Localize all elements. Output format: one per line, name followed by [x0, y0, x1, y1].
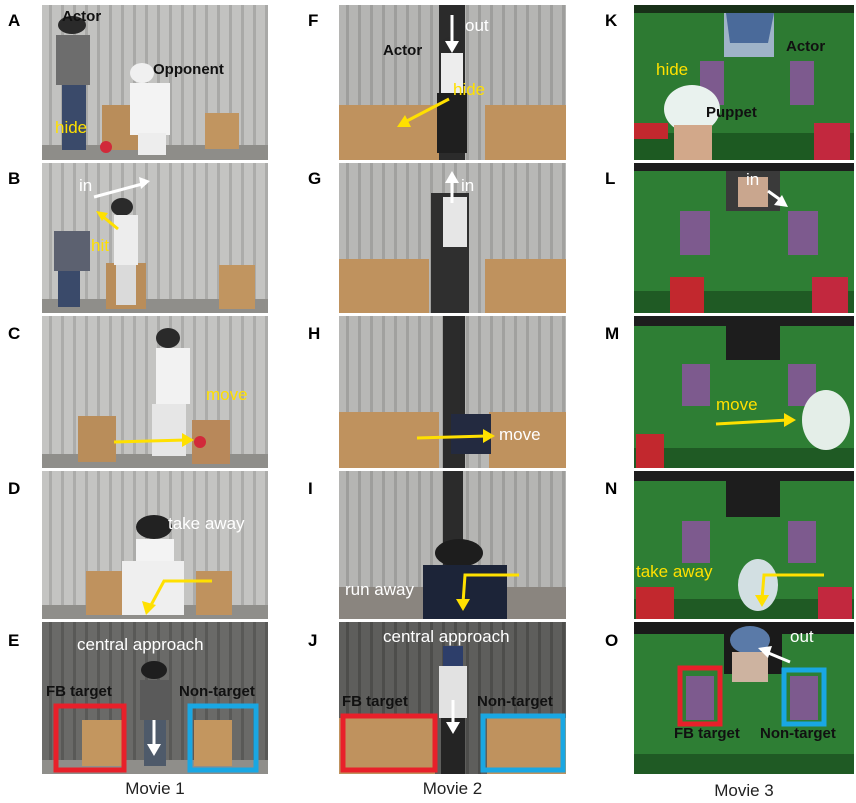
panel-i-scene [339, 471, 566, 619]
label-out: out [465, 16, 489, 35]
panel-e-photo: central approach FB target Non-target [42, 622, 268, 774]
panel-c-scene [42, 316, 268, 468]
panel-label-g: G [308, 169, 322, 188]
label-non-target-2: Non-target [477, 693, 553, 710]
label-fb-target-2: FB target [342, 693, 408, 710]
panel-label-o: O [605, 631, 619, 650]
label-in-2: in [461, 176, 475, 195]
label-hide-2: hide [453, 80, 486, 99]
panel-b-scene [42, 163, 268, 313]
panel-n-scene [634, 471, 854, 619]
panel-label-n: N [605, 479, 618, 498]
panel-n-photo: take away [634, 471, 854, 619]
label-take-away-3: take away [636, 562, 713, 581]
panel-i-photo: run away [339, 471, 566, 619]
panel-label-c: C [8, 324, 21, 343]
panel-label-e: E [8, 631, 20, 650]
panel-d-scene [42, 471, 268, 619]
label-take-away: take away [168, 514, 245, 533]
label-out-3: out [790, 627, 814, 646]
caption-movie-3: Movie 3 [714, 781, 774, 800]
label-move-3: move [716, 395, 758, 414]
label-in-3: in [746, 170, 760, 189]
panel-label-a: A [8, 11, 21, 30]
panel-d-photo: take away [42, 471, 268, 619]
label-opponent: Opponent [153, 61, 224, 78]
label-move-2: move [499, 425, 541, 444]
panel-f-photo: out Actor hide [339, 5, 566, 160]
label-non-target: Non-target [179, 683, 255, 700]
panel-g-scene [339, 163, 566, 313]
label-in: in [79, 176, 93, 195]
panel-h-photo: move [339, 316, 566, 468]
panel-k-photo: Actor hide Puppet [634, 5, 854, 160]
panel-label-d: D [8, 479, 21, 498]
label-central-approach: central approach [77, 635, 204, 654]
label-run-away: run away [345, 580, 414, 599]
panel-o-scene [634, 622, 854, 774]
label-actor-2: Actor [383, 42, 423, 59]
label-central-approach-2: central approach [383, 627, 510, 646]
panel-l-photo: in [634, 163, 854, 313]
label-hide: hide [55, 118, 88, 137]
label-puppet: Puppet [706, 104, 757, 121]
label-hit: hit [91, 236, 109, 255]
panel-b-photo: in hit [42, 163, 268, 313]
panel-a-photo: Actor Opponent hide [42, 5, 268, 160]
panel-f-scene [339, 5, 566, 160]
panel-j-scene [339, 622, 566, 774]
caption-movie-2: Movie 2 [422, 779, 483, 798]
label-hide-3: hide [656, 60, 689, 79]
panel-e-scene [42, 622, 268, 774]
panel-o-photo: out FB target Non-target [634, 622, 854, 774]
panel-label-l: L [605, 169, 616, 188]
label-actor-3: Actor [786, 38, 826, 55]
panel-g-photo: in [339, 163, 566, 313]
label-non-target-3: Non-target [760, 725, 836, 742]
panel-k-scene [634, 5, 854, 160]
panel-label-i: I [308, 479, 313, 498]
label-fb-target: FB target [46, 683, 112, 700]
panel-a-scene [42, 5, 268, 160]
panel-j-photo: central approach FB target Non-target [339, 622, 566, 774]
panel-label-j: J [308, 631, 318, 650]
panel-h-scene [339, 316, 566, 468]
label-actor: Actor [62, 8, 102, 25]
panel-label-m: M [605, 324, 620, 343]
label-move: move [206, 385, 248, 404]
label-fb-target-3: FB target [674, 725, 740, 742]
panel-label-f: F [308, 11, 319, 30]
panel-label-b: B [8, 169, 21, 188]
panel-l-scene [634, 163, 854, 313]
panel-m-photo: move [634, 316, 854, 468]
panel-label-h: H [308, 324, 321, 343]
panel-label-k: K [605, 11, 618, 30]
caption-movie-1: Movie 1 [125, 779, 185, 798]
panel-m-scene [634, 316, 854, 468]
panel-c-photo: move [42, 316, 268, 468]
